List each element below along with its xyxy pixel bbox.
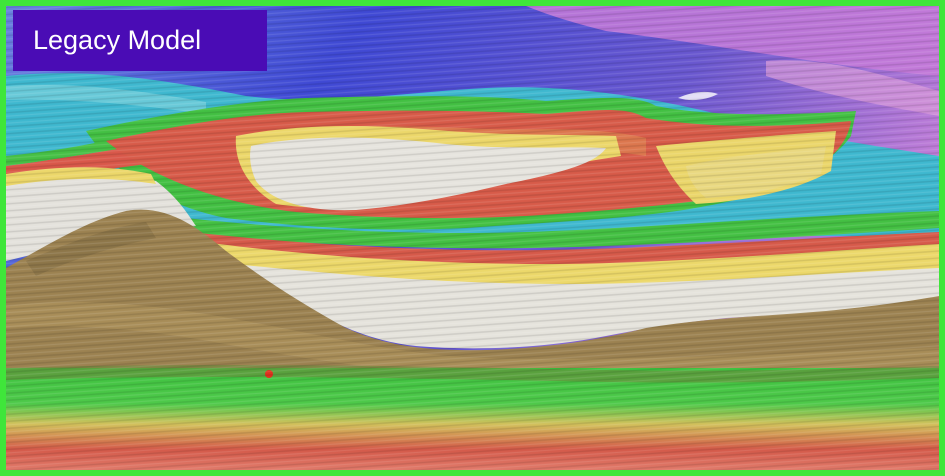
model-title-label: Legacy Model: [13, 10, 267, 71]
seismic-section-image: [6, 6, 939, 470]
